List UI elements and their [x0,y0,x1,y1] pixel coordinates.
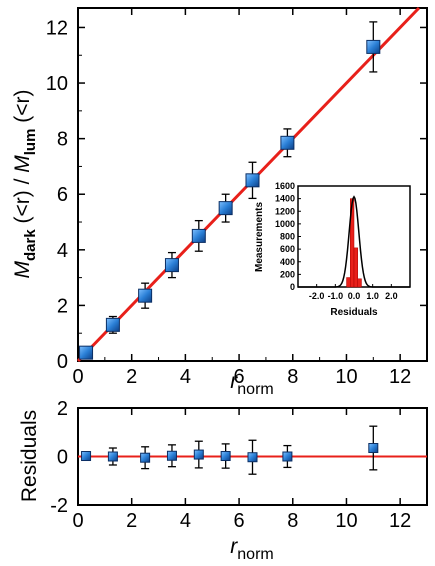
main-plot-frame [77,7,428,362]
inset-gaussian-curve [298,195,410,288]
main-y-tick-label: 2 [57,295,68,317]
residuals-panel: 0 2 4 6 8 10 12-202 rnorm Residuals [18,398,428,563]
residuals-y-tick-label: 2 [57,398,68,420]
residuals-y-axis-label: Residuals [18,410,41,502]
main-data-points [79,21,381,360]
inset-y-tick-label: 0 [290,282,295,292]
residuals-x-tick-label: 6 [234,510,245,532]
residuals-x-tick-label: 10 [335,510,357,532]
inset-y-tick-label: 1600 [275,181,295,191]
main-y-label-m4: (<r) [11,89,34,128]
main-y-tick-label: 6 [57,184,68,206]
inset-histogram-bar [346,277,351,288]
data-point [140,452,151,463]
residuals-data-points [81,425,379,475]
inset-y-tick-label: 400 [280,257,295,267]
inset-histogram-bar [350,198,355,288]
inset-y-tick-label: 800 [280,232,295,242]
main-y-label-m2: (<r) / [11,173,34,230]
inset-panel: -2.0 -1.0 0.0 1.0 2.0 0 200 400 600 800 1000 1200 14… [254,181,411,318]
inset-histogram-bar [353,247,358,288]
main-x-axis-subscript: norm [237,381,273,398]
inset-x-tick-label: -1.0 [328,291,344,301]
data-point [164,258,179,273]
main-panel: 0 2 4 6 8 10 12 0 2 4 6 8 10 12 rnorm Mdark (<r) / Ml… [11,6,428,398]
inset-x-axis-label: Residuals [330,307,378,318]
inset-y-tick-label: 600 [280,244,295,254]
residuals-y-tick-label: -2 [50,495,68,517]
residuals-x-tick-label: 4 [180,510,191,532]
residuals-x-axis-label: rnorm [230,535,273,563]
data-point [280,135,295,150]
data-point [366,39,381,54]
residuals-x-axis-subscript: norm [237,546,273,563]
data-point [105,317,120,332]
data-point [282,451,293,462]
main-y-axis-label: Mdark (<r) / Mlum (<r) [11,89,39,278]
main-x-tick-label: 10 [335,366,357,388]
main-y-tick-label: 4 [57,240,68,262]
residuals-x-tick-label: 0 [72,510,83,532]
residuals-ticks: 0 2 4 6 8 10 12-202 [50,398,427,532]
data-point [220,451,231,462]
inset-y-axis-label: Measurements [254,202,265,272]
inset-x-tick-label: -2.0 [309,291,325,301]
main-x-tick-label: 6 [234,366,245,388]
inset-x-tick-label: 0.0 [348,291,361,301]
main-ticks: 0 2 4 6 8 10 12 0 2 4 6 8 10 12 [46,8,427,388]
main-x-tick-label: 4 [180,366,191,388]
data-point [368,443,379,454]
inset-histogram-bars [346,198,362,288]
data-point [245,173,260,188]
main-y-tick-label: 8 [57,129,68,151]
inset-x-tick-label: 1.0 [366,291,379,301]
data-point [218,201,233,216]
data-point [191,228,206,243]
main-y-tick-label: 0 [57,351,68,373]
main-y-tick-label: 12 [46,17,68,39]
data-point [193,449,204,460]
inset-x-tick-label: 2.0 [385,291,398,301]
main-x-tick-label: 2 [126,366,137,388]
residuals-y-tick-label: 0 [57,447,68,469]
main-y-label-m1: M [11,261,34,279]
main-x-tick-label: 0 [72,366,83,388]
inset-y-tick-label: 200 [280,269,295,279]
main-x-tick-label: 8 [287,366,298,388]
main-x-axis-label: rnorm [230,370,273,398]
inset-y-tick-label: 1000 [275,219,295,229]
residuals-x-tick-label: 2 [126,510,137,532]
main-y-label-s1: dark [22,229,39,261]
residuals-x-tick-label: 8 [287,510,298,532]
inset-y-tick-label: 1200 [275,206,295,216]
data-point [166,450,177,461]
data-point [107,451,118,462]
data-point [247,452,258,463]
data-point [79,345,94,360]
main-y-label-s2: lum [22,129,39,156]
inset-y-tick-label: 1400 [275,194,295,204]
data-point [138,288,153,303]
inset-histogram-bar [357,278,362,288]
residuals-x-tick-label: 12 [389,510,411,532]
main-x-tick-label: 12 [389,366,411,388]
main-y-tick-label: 10 [46,73,68,95]
inset-ticks: -2.0 -1.0 0.0 1.0 2.0 0 200 400 600 800 1000 1200 14… [275,181,398,301]
data-point [81,451,92,462]
main-y-label-m3: M [11,155,34,173]
